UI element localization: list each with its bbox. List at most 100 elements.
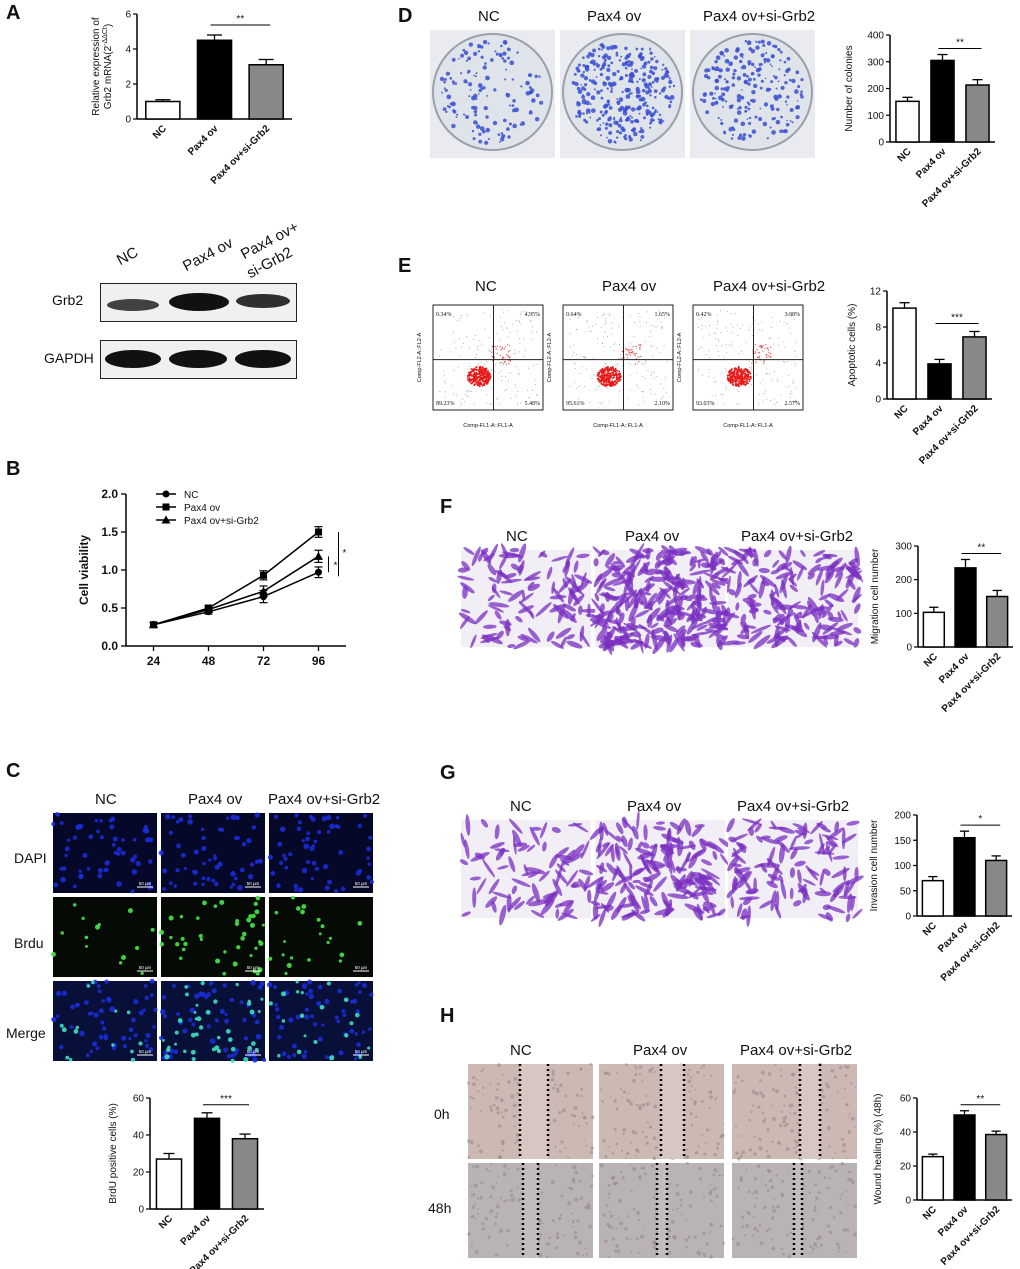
stained-cell (683, 636, 696, 642)
cell-texture (758, 1146, 763, 1151)
colony (528, 110, 533, 115)
stained-cell (825, 842, 833, 862)
colony (656, 77, 660, 81)
event-dot (736, 389, 738, 391)
event-dot (646, 321, 648, 323)
stained-cell (641, 583, 655, 592)
stained-cell (845, 875, 864, 886)
colony (473, 93, 478, 99)
stained-cell (589, 826, 603, 840)
stained-cell (770, 589, 775, 606)
event-dot (602, 345, 604, 347)
nucleus (367, 1027, 372, 1031)
cell-texture (768, 1227, 772, 1231)
event-dot (663, 387, 665, 389)
brdu-cell (150, 927, 155, 932)
event-dot (660, 321, 662, 323)
brdu-cell (254, 946, 258, 950)
nucleus (99, 835, 104, 840)
event-dot (490, 350, 492, 352)
colony (483, 105, 488, 111)
stained-cell (735, 559, 749, 577)
scale-bar-label: 50 µm (247, 1049, 260, 1054)
brdu-cell (111, 1043, 115, 1047)
colony (650, 86, 653, 88)
event-dot (457, 320, 459, 322)
nucleus (144, 837, 151, 843)
event-cluster-dot (727, 379, 730, 382)
cell-texture (830, 1164, 835, 1169)
stained-cell (780, 880, 787, 900)
colony (773, 117, 776, 120)
event-cluster-dot (506, 344, 509, 346)
cell-texture (782, 1119, 786, 1124)
cell-texture (781, 1252, 785, 1256)
legend-marker (162, 490, 170, 498)
event-dot (651, 324, 653, 326)
event-cluster-dot (478, 375, 481, 378)
cell-texture (625, 1098, 629, 1102)
colony (754, 115, 758, 119)
event-dot (745, 342, 747, 344)
event-cluster-dot (467, 371, 470, 374)
cell-texture (641, 1166, 646, 1170)
brdu-cell (140, 971, 144, 976)
cell-texture (713, 1168, 717, 1172)
cell-texture (638, 1104, 642, 1108)
event-cluster-dot (765, 343, 767, 346)
colony (714, 92, 716, 95)
cell-texture (505, 1244, 509, 1247)
nucleus (317, 1036, 323, 1042)
event-dot (789, 397, 791, 399)
stained-cell (770, 569, 780, 575)
stained-cell (513, 842, 528, 848)
event-dot (749, 367, 751, 369)
cell-texture (622, 1132, 625, 1136)
colony (444, 88, 448, 92)
event-cluster-dot (500, 349, 502, 351)
cell-texture (470, 1185, 473, 1188)
cell-texture (685, 1161, 689, 1165)
colony (468, 42, 474, 47)
nucleus (98, 1008, 104, 1014)
colony (637, 105, 642, 110)
nucleus (301, 867, 308, 874)
colony (783, 60, 787, 64)
stained-cell (709, 601, 727, 605)
brdu-cell (249, 1009, 255, 1015)
brdu-cell (215, 958, 221, 964)
event-cluster-dot (736, 376, 738, 378)
cell-texture (510, 1094, 515, 1099)
event-dot (766, 373, 768, 375)
cell-texture (811, 1218, 815, 1222)
cell-texture (712, 1187, 717, 1191)
stained-cell (718, 546, 729, 557)
event-cluster-dot (731, 378, 734, 380)
cell-texture (559, 1150, 562, 1153)
colony (577, 109, 582, 114)
colony (473, 74, 475, 77)
cell-texture (632, 1078, 636, 1083)
stained-cell (706, 873, 721, 886)
event-cluster-dot (625, 349, 628, 351)
cell-texture (777, 1142, 780, 1145)
event-dot (532, 364, 534, 366)
stained-cell (719, 853, 729, 866)
brdu-cell (283, 940, 286, 943)
cell-texture (782, 1116, 787, 1121)
event-cluster-dot (503, 357, 505, 359)
e-flow-plot-2: 0.64% 1.65%95.61% 2.10%Comp-FL1-A::FL1-ACo… (547, 304, 674, 429)
stained-cell (818, 593, 831, 601)
cell-texture (783, 1094, 787, 1098)
colony (794, 89, 799, 94)
d-col-ov: Pax4 ov (587, 8, 642, 25)
cell-texture (789, 1231, 792, 1234)
stained-cell (470, 634, 477, 649)
colony (615, 53, 619, 57)
stained-cell (464, 839, 470, 859)
cell-texture (825, 1082, 829, 1086)
cell-texture (563, 1233, 566, 1237)
nucleus (172, 983, 177, 988)
stained-cell (666, 550, 685, 556)
event-dot (510, 355, 512, 357)
